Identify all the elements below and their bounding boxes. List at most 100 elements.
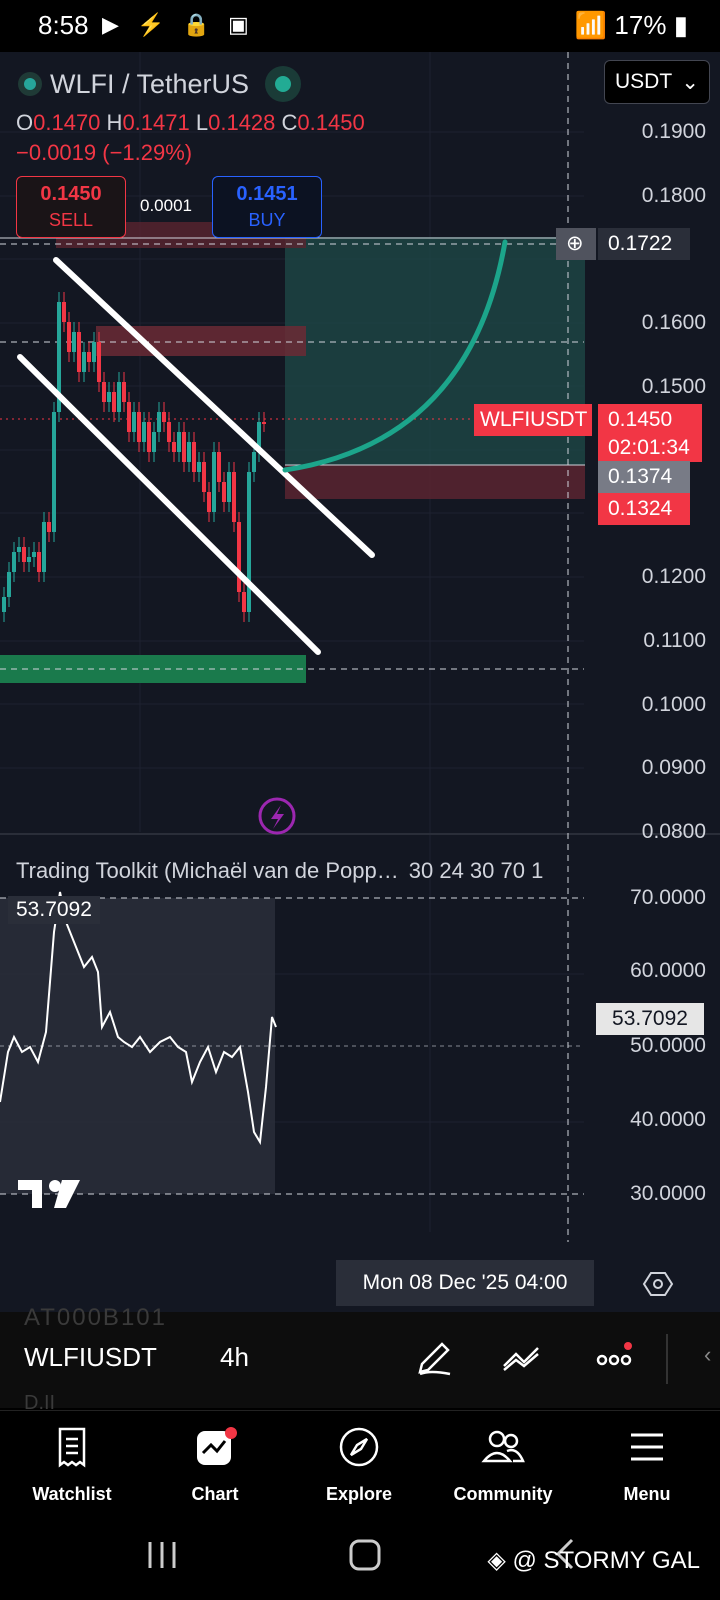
ghost-text: AT000B101	[24, 1304, 167, 1331]
price-axis-label: 0.1500	[641, 375, 706, 398]
current-price: 0.1450	[608, 408, 673, 431]
price-change: −0.0019 (−1.29%)	[16, 140, 193, 165]
back-icon[interactable]	[552, 1536, 576, 1572]
symbol-title[interactable]: WLFI / TetherUS	[50, 68, 250, 99]
nav-chart[interactable]: Chart	[145, 1425, 285, 1505]
candle-body	[157, 412, 161, 432]
candle-body	[112, 392, 116, 412]
indicator-axis-label: 50.0000	[630, 1034, 706, 1057]
ohlc-readout: O0.1470 H0.1471 L0.1428 C0.1450	[16, 110, 365, 136]
candle-body	[152, 432, 156, 452]
indicator-axis-label: 40.0000	[630, 1108, 706, 1131]
candle-body	[252, 452, 256, 472]
chart-canvas[interactable]	[0, 52, 720, 1312]
entry-price-tag: 0.1374	[598, 461, 690, 493]
stop-price-tag: 0.1324	[598, 493, 690, 525]
notification-icons: ▶ ⚡ 🔒 ▣	[102, 12, 255, 37]
candle-body	[172, 442, 176, 452]
open-label: O	[16, 110, 34, 135]
compass-icon	[339, 1427, 379, 1467]
price-axis-label: 0.1900	[641, 120, 706, 143]
candle-body	[147, 422, 151, 452]
indicator-params: 30 24 30 70 1	[408, 858, 544, 883]
candle-body	[62, 302, 66, 322]
nav-label: Community	[453, 1484, 553, 1504]
indicator-axis-label: 70.0000	[630, 886, 706, 909]
lightning-icon[interactable]	[258, 797, 296, 835]
indicator-line	[0, 891, 277, 1146]
price-axis-label: 0.1100	[643, 629, 706, 652]
nav-watchlist[interactable]: Watchlist	[2, 1425, 142, 1505]
buy-button[interactable]: 0.1451 BUY	[212, 176, 322, 238]
chart-area[interactable]: WLFI / TetherUS USDT ⌄ O0.1470 H0.1471 L…	[0, 52, 720, 1312]
nav-explore[interactable]: Explore	[289, 1425, 429, 1505]
candle-body	[2, 597, 6, 612]
candle-body	[17, 547, 21, 552]
indicator-title[interactable]: Trading Toolkit (Michaël van de Popp… 30 …	[16, 858, 543, 884]
candle-body	[232, 472, 236, 522]
add-alert-icon[interactable]: ⊕	[556, 228, 596, 260]
currency-select[interactable]: USDT ⌄	[604, 60, 710, 104]
candle-body	[137, 412, 141, 442]
currency-value: USDT	[615, 70, 673, 93]
collapse-icon[interactable]: ‹	[704, 1342, 712, 1367]
symbol-header[interactable]: WLFI / TetherUS	[18, 66, 302, 102]
chevron-down-icon: ⌄	[681, 70, 699, 94]
candle-body	[202, 462, 206, 492]
candle-body	[257, 422, 261, 452]
nav-menu[interactable]: Menu	[577, 1425, 717, 1505]
settings-icon[interactable]	[642, 1268, 674, 1300]
candle-body	[87, 352, 91, 362]
candle-body	[182, 432, 186, 462]
low-value: 0.1428	[208, 110, 276, 135]
high-label: H	[106, 110, 123, 135]
market-status-icon[interactable]	[265, 66, 302, 102]
tradingview-logo-icon	[18, 1180, 80, 1208]
bottom-nav: Watchlist Chart Explore Community Me	[0, 1410, 720, 1515]
candle-body	[72, 332, 76, 352]
nav-community[interactable]: Community	[433, 1425, 573, 1505]
toolbar-symbol[interactable]: WLFIUSDT	[24, 1342, 157, 1372]
candle-body	[132, 412, 136, 432]
candle-body	[237, 522, 241, 592]
watermark: ◈ @ STORMY GAL	[487, 1546, 700, 1575]
indicators-icon[interactable]	[500, 1336, 544, 1380]
low-label: L	[195, 110, 209, 135]
candle-body	[217, 452, 221, 482]
candle-body	[7, 572, 11, 597]
candle-body	[37, 552, 41, 572]
nav-label: Chart	[191, 1484, 239, 1504]
candle-body	[22, 547, 26, 562]
more-icon[interactable]	[592, 1336, 636, 1380]
watchlist-icon	[58, 1427, 86, 1468]
bar-countdown: 02:01:34	[608, 436, 690, 459]
sell-button[interactable]: 0.1450 SELL	[16, 176, 126, 238]
candle-body	[32, 552, 36, 557]
community-icon	[481, 1430, 525, 1463]
recent-apps-icon[interactable]	[146, 1540, 180, 1570]
home-icon[interactable]	[348, 1538, 382, 1572]
candle-body	[27, 557, 31, 562]
candle-body	[262, 422, 266, 424]
close-label: C	[281, 110, 298, 135]
toolbar-timeframe[interactable]: 4h	[220, 1342, 249, 1372]
candle-body	[117, 382, 121, 412]
candle-body	[107, 392, 111, 402]
candle-body	[227, 472, 231, 502]
candle-body	[92, 342, 96, 362]
sell-label: SELL	[48, 210, 94, 230]
pencil-icon[interactable]	[412, 1336, 456, 1380]
toolbar-divider	[666, 1334, 668, 1384]
status-bar: 8:58 ▶ ⚡ 🔒 ▣ 📶 17% ▮	[0, 0, 720, 52]
candle-body	[242, 592, 246, 612]
system-nav	[0, 1514, 720, 1600]
signal-icon: 📶	[574, 10, 608, 40]
battery-icon: ▮	[673, 10, 688, 40]
candle-body	[82, 352, 86, 372]
spread-value: 0.0001	[140, 196, 192, 215]
candle-body	[52, 412, 56, 532]
price-axis-label: 0.1800	[641, 184, 706, 207]
battery-percent: 17%	[614, 10, 667, 40]
chart-icon	[197, 1427, 237, 1465]
candle-body	[222, 482, 226, 502]
